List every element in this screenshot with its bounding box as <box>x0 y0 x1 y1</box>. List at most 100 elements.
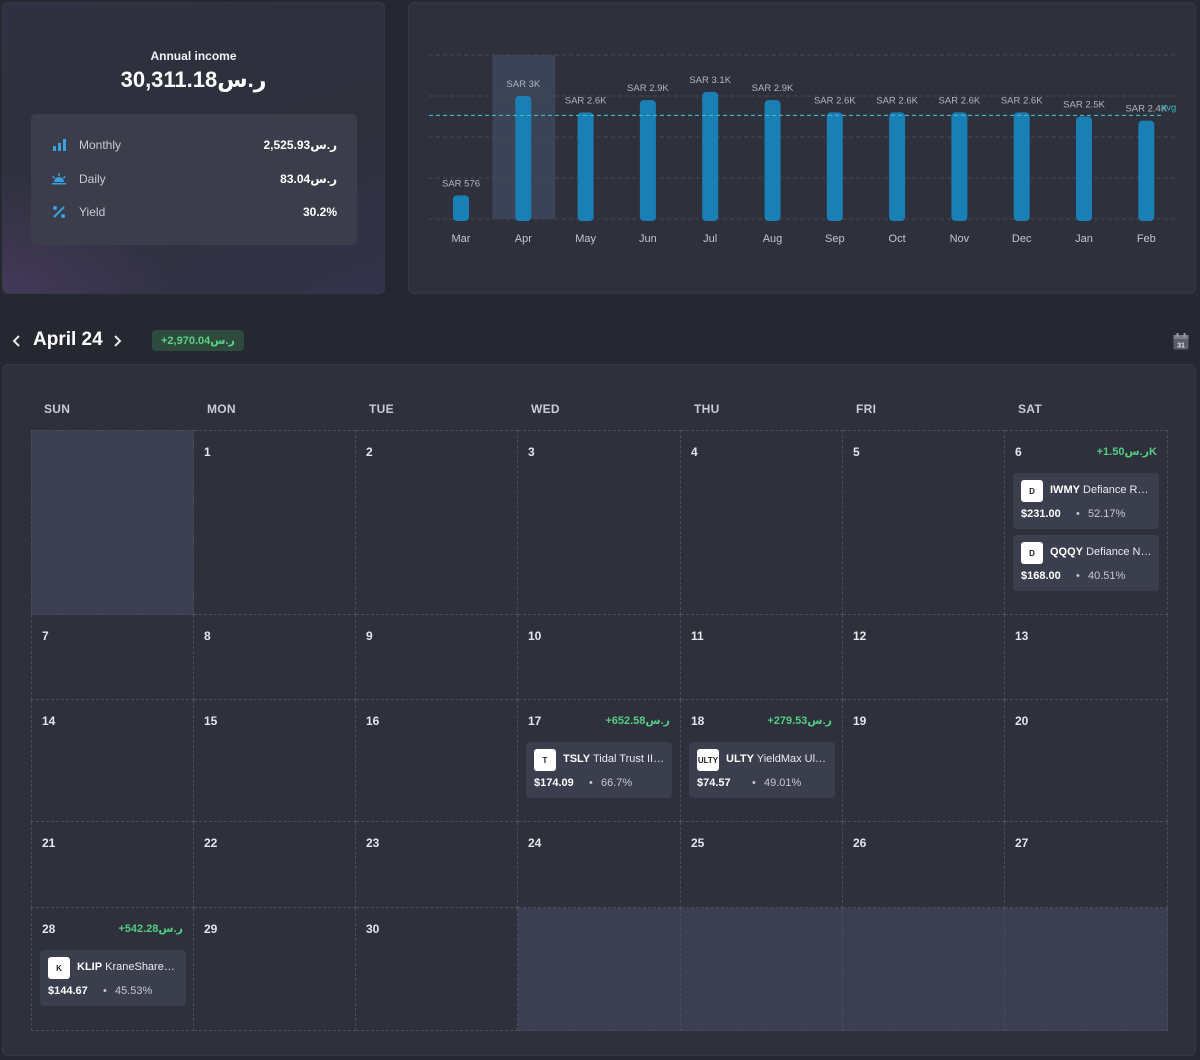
x-tick-label: Jul <box>703 233 717 245</box>
bar-may[interactable] <box>577 112 594 221</box>
holding-yield: 45.53% <box>115 985 153 997</box>
day-number: 20 <box>1015 714 1029 728</box>
day-number: 29 <box>204 922 218 936</box>
day-number: 25 <box>691 836 705 850</box>
bar-apr[interactable] <box>515 96 532 221</box>
x-tick-label: Apr <box>515 233 532 245</box>
weekday-sun: SUN <box>44 402 71 416</box>
bar-dec[interactable] <box>1013 112 1030 221</box>
ticker-logo-icon: ULTY <box>697 749 719 771</box>
separator-dot: • <box>1076 508 1080 520</box>
prev-month-button[interactable] <box>8 330 26 352</box>
day-number: 4 <box>691 445 698 459</box>
calendar-day-23: 23 <box>356 822 518 908</box>
calendar-day-3: 3 <box>518 430 681 615</box>
bar-data-label: SAR 2.6K <box>565 95 607 106</box>
holding-card-tsly[interactable]: T TSLY Tidal Trust II -... $174.09 • 66.7% <box>526 742 672 798</box>
calendar-empty-cell <box>681 908 843 1031</box>
day-number: 21 <box>42 836 56 850</box>
weekday-wed: WED <box>531 402 560 416</box>
calendar-day-5: 5 <box>843 430 1005 615</box>
stat-value: 2,525.93ر.س <box>263 138 337 152</box>
holding-fund-name: YieldMax Ultr... <box>756 753 828 765</box>
next-month-button[interactable] <box>108 330 126 352</box>
weekday-mon: MON <box>207 402 236 416</box>
holding-ticker: TSLY <box>563 753 591 765</box>
calendar-day-2: 2 <box>356 430 518 615</box>
stat-value: 30.2% <box>302 205 337 219</box>
x-tick-label: Oct <box>889 233 906 245</box>
day-number: 14 <box>42 714 56 728</box>
weekday-fri: FRI <box>856 402 877 416</box>
holding-name: ULTY YieldMax Ultr... <box>726 753 828 765</box>
holding-card-qqqy[interactable]: D QQQY Defiance Na... $168.00 • 40.51% <box>1013 535 1159 591</box>
holding-name: KLIP KraneShares T... <box>77 961 179 973</box>
x-tick-label: Jun <box>639 233 657 245</box>
separator-dot: • <box>752 777 756 789</box>
day-number: 28 <box>42 922 56 936</box>
holding-name: IWMY Defiance R2... <box>1050 484 1152 496</box>
bar-data-label: SAR 2.9K <box>752 83 794 94</box>
holding-card-iwmy[interactable]: D IWMY Defiance R2... $231.00 • 52.17% <box>1013 473 1159 529</box>
holding-card-ulty[interactable]: ULTY ULTY YieldMax Ultr... $74.57 • 49.01% <box>689 742 835 798</box>
calendar-icon: 31 <box>1173 333 1189 350</box>
month-total-badge: +2,970.04ر.س <box>152 330 244 351</box>
day-number: 15 <box>204 714 218 728</box>
sunrise-icon <box>52 173 66 185</box>
holding-amount: $231.00 <box>1021 508 1061 520</box>
day-total: +652.58ر.س <box>605 715 670 727</box>
bar-data-label: SAR 2.6K <box>939 95 981 106</box>
bar-chart-icon <box>53 139 66 151</box>
day-number: 22 <box>204 836 218 850</box>
monthly-income-chart: SAR 576 Mar SAR 3K Apr SAR 2.6K May SAR 2.9K Ju… <box>429 54 1176 245</box>
bar-oct[interactable] <box>889 112 906 221</box>
weekday-tue: TUE <box>369 402 394 416</box>
holding-ticker: QQQY <box>1050 546 1084 558</box>
bar-nov[interactable] <box>951 112 968 221</box>
day-number: 24 <box>528 836 542 850</box>
calendar-day-4: 4 <box>681 430 843 615</box>
day-number: 16 <box>366 714 380 728</box>
day-number: 2 <box>366 445 373 459</box>
calendar-day-17: 17 +652.58ر.س T TSLY Tidal Trust II -... $17… <box>518 700 681 822</box>
holding-ticker: IWMY <box>1050 484 1080 496</box>
bar-data-label: SAR 576 <box>442 178 480 189</box>
weekday-thu: THU <box>694 402 720 416</box>
x-tick-label: Dec <box>1012 233 1032 245</box>
bar-feb[interactable] <box>1138 120 1155 221</box>
month-header: April 24 +2,970.04ر.س 31 <box>0 322 1200 362</box>
day-number: 23 <box>366 836 380 850</box>
stat-label: Daily <box>79 172 106 186</box>
holding-amount: $168.00 <box>1021 570 1061 582</box>
stat-label: Yield <box>79 205 106 219</box>
bar-mar[interactable] <box>453 195 469 221</box>
bar-jun[interactable] <box>639 100 656 221</box>
calendar-day-10: 10 <box>518 615 681 700</box>
calendar-day-7: 7 <box>31 615 194 700</box>
monthly-income-chart-card: SAR 576 Mar SAR 3K Apr SAR 2.6K May SAR 2.9K Ju… <box>408 2 1196 294</box>
x-tick-label: Jan <box>1075 233 1093 245</box>
day-total: +542.28ر.س <box>118 923 183 935</box>
bar-data-label: SAR 2.6K <box>1001 95 1043 106</box>
calendar-day-18: 18 +279.53ر.س ULTY ULTY YieldMax Ultr... $74… <box>681 700 843 822</box>
calendar-day-14: 14 <box>31 700 194 822</box>
annual-income-label: Annual income <box>150 49 237 63</box>
holding-fund-name: Defiance R2... <box>1083 484 1152 496</box>
holding-name: QQQY Defiance Na... <box>1050 546 1152 558</box>
calendar-day-8: 8 <box>194 615 356 700</box>
holding-yield: 49.01% <box>764 777 802 789</box>
day-number: 12 <box>853 629 867 643</box>
bar-sep[interactable] <box>826 112 843 221</box>
bar-jul[interactable] <box>702 91 719 222</box>
holding-card-klip[interactable]: K KLIP KraneShares T... $144.67 • 45.53% <box>40 950 186 1006</box>
calendar-icon-button[interactable]: 31 <box>1173 333 1189 350</box>
calendar-empty-cell <box>1005 908 1168 1031</box>
holding-yield: 66.7% <box>601 777 633 789</box>
holding-fund-name: Tidal Trust II -... <box>592 753 665 765</box>
day-number: 5 <box>853 445 860 459</box>
month-calendar: SUN MON TUE WED THU FRI SAT 1 2 3 4 5 6 +1.50ر.سK D IW… <box>2 364 1196 1056</box>
bar-jan[interactable] <box>1076 116 1092 222</box>
bar-data-label: SAR 2.6K <box>814 95 856 106</box>
chevron-left-icon <box>12 335 20 347</box>
bar-aug[interactable] <box>764 100 781 221</box>
